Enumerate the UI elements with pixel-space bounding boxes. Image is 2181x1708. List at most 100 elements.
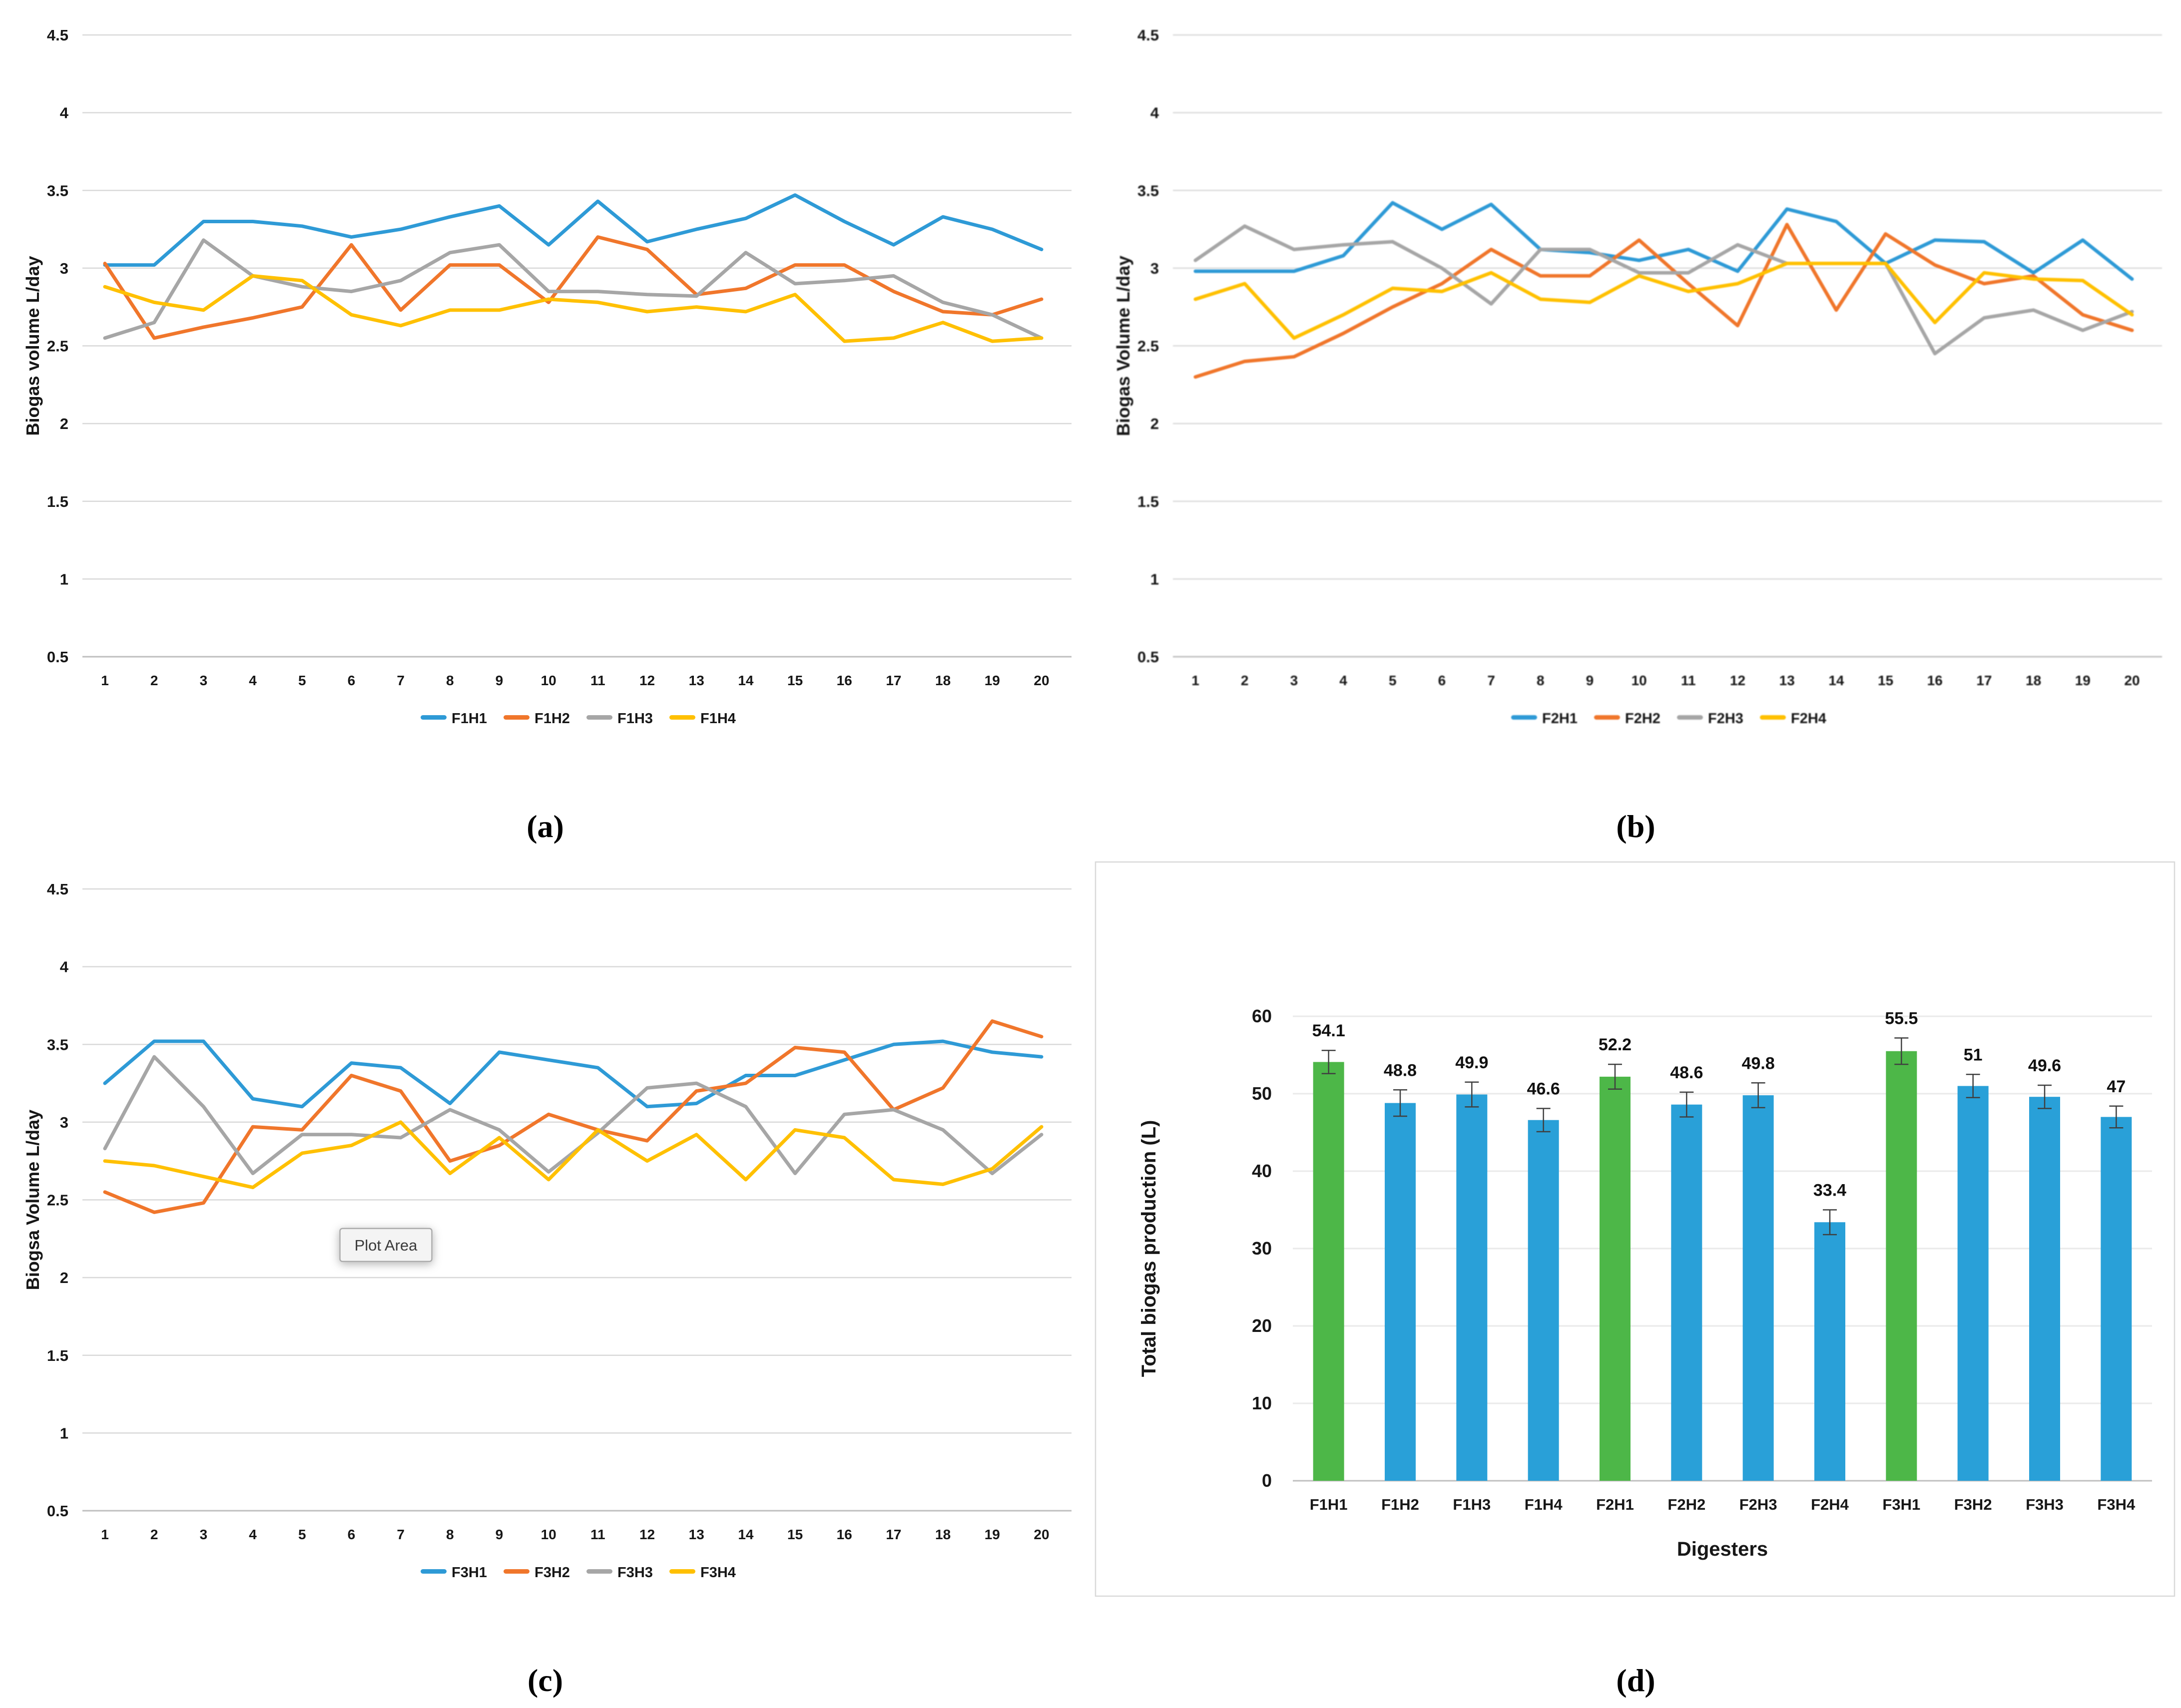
x-tick-label: 8 bbox=[1537, 673, 1545, 688]
legend-label-F2H3: F2H3 bbox=[1708, 711, 1743, 727]
x-tick-label: 11 bbox=[590, 673, 605, 688]
x-tick-label: 18 bbox=[935, 1527, 951, 1542]
y-tick-label: 3.5 bbox=[47, 182, 68, 199]
legend-swatch-F1H3 bbox=[586, 715, 612, 720]
legend-swatch-F1H4 bbox=[669, 715, 695, 720]
y-tick-label: 50 bbox=[1252, 1083, 1272, 1104]
x-tick-label: 17 bbox=[1976, 673, 1992, 688]
x-tick-label: 3 bbox=[200, 1527, 208, 1542]
error-bar-F3H2 bbox=[1966, 1074, 1980, 1098]
x-category-label-F3H3: F3H3 bbox=[2026, 1496, 2064, 1513]
x-tick-label: 20 bbox=[2124, 673, 2140, 688]
x-tick-label: 2 bbox=[1241, 673, 1249, 688]
y-tick-label: 0.5 bbox=[47, 1502, 68, 1520]
legend-label-F3H4: F3H4 bbox=[700, 1565, 736, 1581]
legend-swatch-F2H4 bbox=[1760, 715, 1786, 720]
x-category-label-F2H3: F2H3 bbox=[1739, 1496, 1777, 1513]
legend-label-F3H1: F3H1 bbox=[452, 1565, 487, 1581]
bar-value-label-F2H3: 49.8 bbox=[1742, 1054, 1775, 1073]
x-tick-label: 2 bbox=[150, 673, 158, 688]
x-tick-label: 13 bbox=[689, 673, 704, 688]
series-line-F1H3 bbox=[103, 238, 1044, 340]
x-tick-label: 17 bbox=[886, 1527, 901, 1542]
y-tick-label: 2 bbox=[60, 415, 68, 432]
error-bar-F2H2 bbox=[1679, 1091, 1694, 1118]
series-line-F1H2 bbox=[103, 235, 1044, 340]
error-bar-F2H3 bbox=[1751, 1082, 1765, 1109]
bar-value-label-F2H1: 52.2 bbox=[1599, 1035, 1632, 1054]
x-tick-label: 1 bbox=[101, 1527, 109, 1542]
x-tick-label: 10 bbox=[541, 673, 556, 688]
series-line-F3H2 bbox=[103, 1019, 1044, 1214]
y-tick-label: 4.5 bbox=[47, 880, 68, 898]
x-tick-label: 11 bbox=[590, 1527, 605, 1542]
bar-F1H4 bbox=[1528, 1120, 1559, 1481]
series-line-F1H4 bbox=[103, 274, 1044, 343]
legend: F3H1 F3H2 F3H3 F3H4 bbox=[421, 1565, 736, 1581]
x-tick-label: 14 bbox=[738, 673, 754, 688]
error-bar-F2H1 bbox=[1608, 1063, 1622, 1090]
x-tick-label: 7 bbox=[397, 673, 405, 688]
y-axis-title: Total biogas production (L) bbox=[1138, 1120, 1160, 1377]
tooltip-label: Plot Area bbox=[355, 1237, 418, 1254]
x-tick-label: 6 bbox=[348, 1527, 356, 1542]
chart-d-container: 0 10 20 30 40 50 60 Total biogas production (L)… bbox=[1090, 854, 2181, 1708]
x-tick-label: 19 bbox=[2075, 673, 2091, 688]
bar-F2H1 bbox=[1600, 1076, 1631, 1481]
caption-strip-a: (a) bbox=[0, 749, 1090, 854]
x-tick-label: 20 bbox=[1034, 1527, 1049, 1542]
y-tick-label: 1 bbox=[60, 1424, 68, 1442]
x-category-label-F1H1: F1H1 bbox=[1310, 1496, 1348, 1513]
x-tick-label: 16 bbox=[1927, 673, 1943, 688]
error-bar-F3H3 bbox=[2038, 1084, 2052, 1109]
x-tick-label: 5 bbox=[1389, 673, 1397, 688]
y-tick-label: 2.5 bbox=[47, 338, 68, 355]
y-tick-label: 4 bbox=[60, 958, 69, 976]
y-tick-label: 3 bbox=[60, 260, 68, 277]
legend-label-F1H3: F1H3 bbox=[617, 711, 653, 727]
caption-strip-c: (c) bbox=[0, 1603, 1090, 1708]
bar-value-label-F3H1: 55.5 bbox=[1885, 1009, 1918, 1028]
x-tick-label: 14 bbox=[738, 1527, 754, 1542]
error-bar-F3H1 bbox=[1894, 1037, 1909, 1065]
x-tick-label: 18 bbox=[935, 673, 951, 688]
y-tick-label: 2.5 bbox=[1137, 338, 1159, 355]
y-tick-label: 40 bbox=[1252, 1161, 1272, 1181]
y-tick-label: 3.5 bbox=[47, 1036, 68, 1053]
y-axis-title: Biogas volume L/day bbox=[22, 256, 43, 435]
x-category-label-F2H2: F2H2 bbox=[1667, 1496, 1705, 1513]
y-tick-label: 2 bbox=[1150, 415, 1159, 432]
y-tick-label: 2.5 bbox=[47, 1192, 68, 1209]
y-tick-label: 0.5 bbox=[1137, 648, 1159, 666]
x-tick-label: 7 bbox=[397, 1527, 405, 1542]
bar-F3H4 bbox=[2101, 1117, 2132, 1481]
plot-area-tooltip: Plot Area bbox=[339, 1228, 433, 1263]
x-tick-label: 12 bbox=[639, 673, 655, 688]
bar-F1H3 bbox=[1456, 1094, 1488, 1481]
caption-d: (d) bbox=[1616, 1663, 1655, 1698]
bar-value-label-F1H4: 46.6 bbox=[1527, 1079, 1560, 1098]
x-tick-label: 13 bbox=[1779, 673, 1795, 688]
bar-value-label-F1H2: 48.8 bbox=[1384, 1061, 1417, 1080]
bar-value-label-F2H2: 48.6 bbox=[1670, 1063, 1703, 1082]
gridlines bbox=[82, 34, 1072, 658]
bar-value-label-F3H4: 47 bbox=[2107, 1077, 2126, 1096]
y-tick-label: 3 bbox=[1150, 260, 1159, 277]
chart-c-container: 0.5 1 1.5 2 2.5 3 3.5 4 4.5 Biogsa Volume L/day 1 2… bbox=[0, 854, 1090, 1708]
legend: F1H1 F1H2 F1H3 F1H4 bbox=[421, 711, 736, 727]
y-tick-label: 1.5 bbox=[47, 1347, 68, 1364]
gridlines bbox=[82, 888, 1072, 1512]
tooltip-box bbox=[339, 1228, 433, 1263]
legend-swatch-F1H1 bbox=[421, 715, 447, 720]
y-axis-title: Biogas Volume L/day bbox=[1113, 256, 1133, 436]
y-tick-label: 4 bbox=[60, 104, 69, 122]
legend-swatch-F3H2 bbox=[504, 1569, 530, 1574]
x-tick-label: 5 bbox=[298, 673, 306, 688]
x-tick-label: 16 bbox=[837, 673, 852, 688]
x-tick-label: 13 bbox=[689, 1527, 704, 1542]
legend-swatch-F2H2 bbox=[1594, 715, 1620, 720]
legend-swatch-F3H3 bbox=[586, 1569, 612, 1574]
x-tick-label: 6 bbox=[348, 673, 356, 688]
